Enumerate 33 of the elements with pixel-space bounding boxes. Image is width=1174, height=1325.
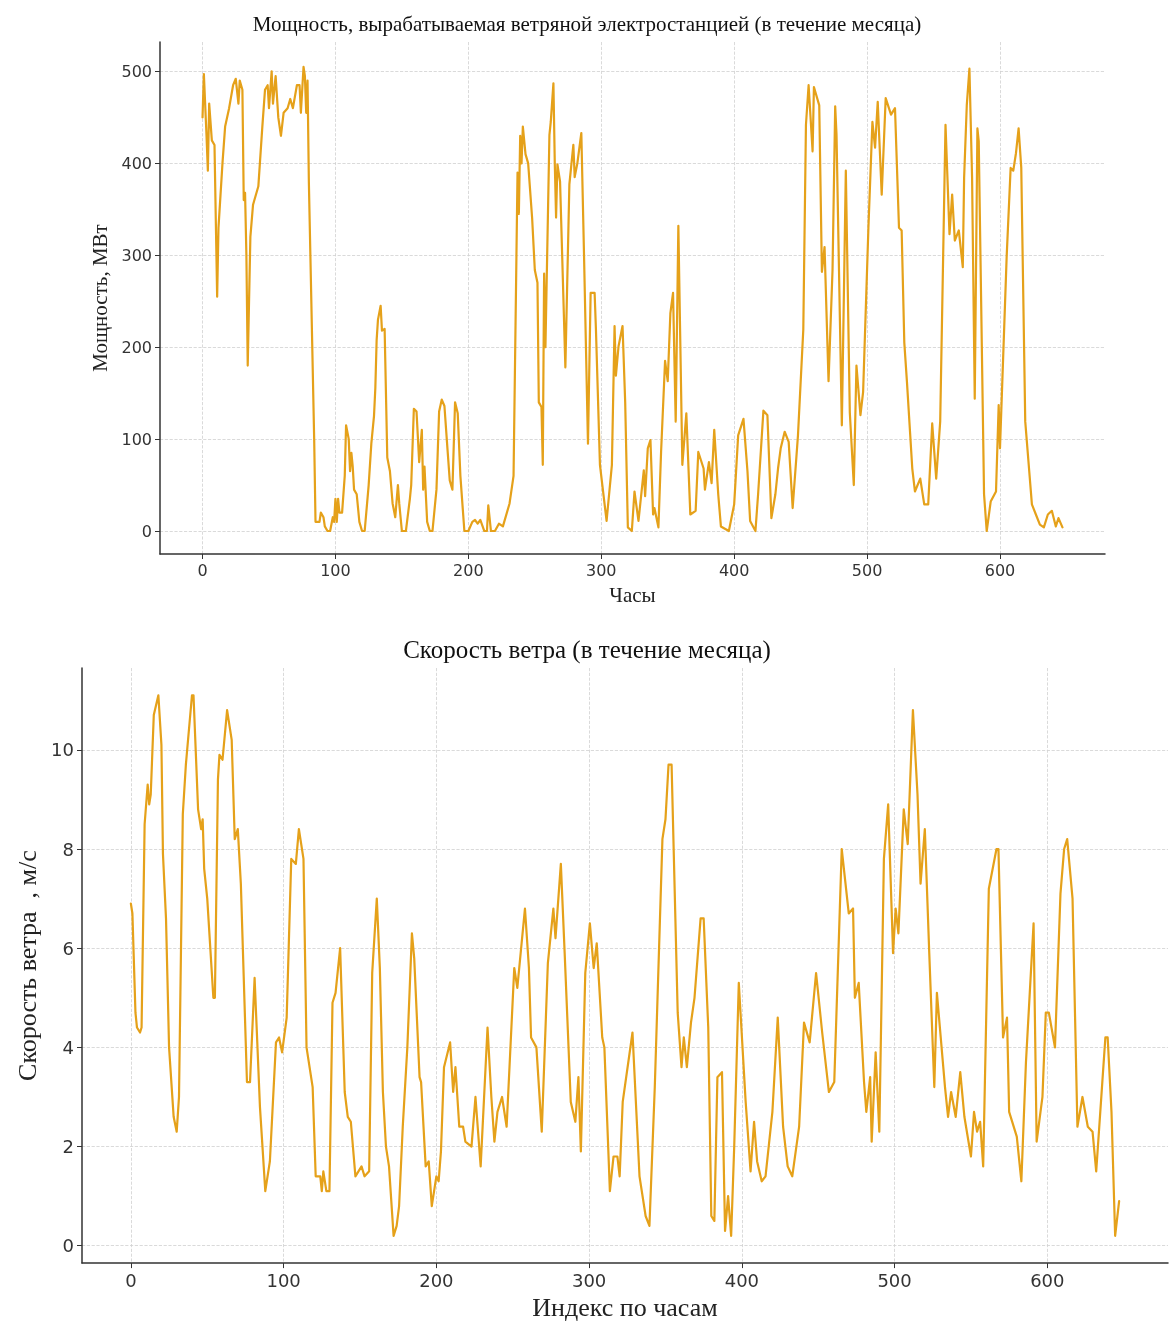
x-tick-label: 400 [718, 560, 750, 580]
x-tick-label: 600 [1030, 1269, 1065, 1291]
line-series [129, 694, 1121, 1237]
chart-title: Скорость ветра (в течение месяца) [403, 636, 771, 664]
x-tick-label: 100 [266, 1269, 301, 1291]
x-tick-label: 200 [453, 560, 484, 580]
chart-title: Мощность, вырабатываемая ветряной электростанцией (в течение месяца) [252, 11, 922, 36]
y-tick-label: 400 [121, 153, 152, 173]
x-tick-label: 300 [585, 560, 617, 580]
y-axis-title: Скорость ветра , м/с [12, 850, 42, 1081]
y-tick-label: 100 [121, 429, 152, 449]
x-tick-label: 100 [320, 560, 351, 580]
x-tick-label: 200 [419, 1269, 454, 1291]
y-tick-label: 2 [62, 1136, 74, 1158]
y-tick-label: 200 [121, 337, 152, 357]
y-tick-label: 500 [121, 61, 152, 81]
x-tick-label: 500 [851, 560, 883, 580]
x-tick-label: 300 [571, 1269, 607, 1291]
x-tick-label: 600 [984, 560, 1016, 580]
x-tick-label: 500 [877, 1269, 912, 1291]
y-tick-label: 0 [141, 521, 152, 541]
x-axis-title: Часы [609, 582, 656, 607]
y-tick-label: 0 [62, 1235, 74, 1257]
y-tick-label: 4 [62, 1036, 74, 1058]
y-tick-label: 6 [62, 937, 74, 959]
y-axis-title: Мощность, МВт [88, 224, 113, 372]
y-tick-label: 300 [121, 245, 152, 265]
y-tick-label: 10 [51, 739, 74, 761]
y-tick-label: 8 [62, 838, 74, 860]
line-series [201, 65, 1064, 533]
x-axis-title: Индекс по часам [532, 1292, 718, 1322]
x-tick-label: 400 [724, 1269, 760, 1291]
x-tick-label: 0 [197, 560, 208, 580]
